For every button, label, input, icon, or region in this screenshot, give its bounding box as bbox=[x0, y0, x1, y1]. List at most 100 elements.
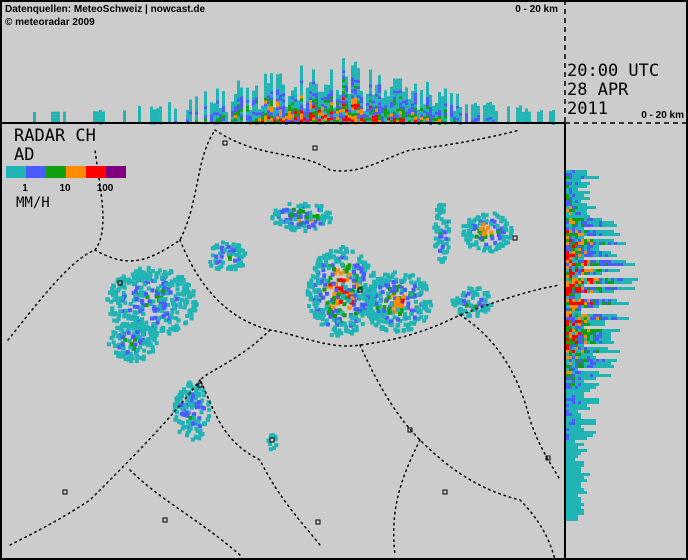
profile-echo bbox=[581, 335, 584, 338]
profile-echo bbox=[150, 106, 153, 110]
profile-echo bbox=[575, 494, 578, 497]
radar-echo bbox=[483, 309, 488, 314]
profile-echo bbox=[339, 97, 342, 101]
radar-echo bbox=[123, 312, 127, 317]
profile-echo bbox=[150, 115, 153, 119]
radar-echo bbox=[462, 298, 466, 303]
profile-echo bbox=[572, 338, 575, 341]
profile-echo bbox=[369, 81, 372, 85]
profile-echo bbox=[252, 117, 255, 121]
profile-echo bbox=[33, 112, 36, 115]
profile-echo bbox=[593, 338, 596, 341]
profile-echo bbox=[566, 200, 569, 203]
profile-echo bbox=[587, 176, 590, 179]
profile-echo bbox=[566, 368, 569, 371]
profile-echo bbox=[578, 230, 581, 233]
profile-echo bbox=[444, 91, 447, 95]
radar-echo bbox=[391, 280, 396, 284]
profile-echo bbox=[240, 114, 243, 118]
profile-echo bbox=[537, 111, 540, 115]
radar-echo bbox=[175, 310, 180, 315]
profile-echo bbox=[608, 317, 611, 320]
radar-echo bbox=[141, 357, 146, 362]
profile-echo bbox=[572, 170, 575, 173]
radar-echo bbox=[144, 303, 149, 308]
profile-echo bbox=[378, 120, 381, 124]
radar-echo bbox=[419, 290, 424, 295]
profile-echo bbox=[596, 338, 599, 341]
profile-echo bbox=[324, 87, 327, 91]
radar-echo bbox=[215, 244, 219, 249]
profile-echo bbox=[593, 320, 596, 323]
profile-echo bbox=[599, 335, 602, 338]
profile-echo bbox=[330, 84, 333, 88]
profile-echo bbox=[596, 374, 599, 377]
profile-echo bbox=[237, 80, 240, 84]
profile-echo bbox=[584, 239, 587, 242]
profile-echo bbox=[590, 254, 593, 257]
radar-echo bbox=[145, 343, 150, 348]
profile-echo bbox=[599, 302, 602, 305]
profile-echo bbox=[578, 383, 581, 386]
radar-echo bbox=[339, 320, 344, 325]
profile-echo bbox=[309, 103, 312, 107]
profile-echo bbox=[581, 365, 584, 368]
radar-echo bbox=[336, 319, 341, 324]
radar-echo bbox=[422, 318, 427, 323]
profile-echo bbox=[590, 422, 593, 425]
profile-echo bbox=[569, 401, 572, 404]
radar-echo bbox=[127, 323, 131, 328]
profile-echo bbox=[608, 314, 611, 317]
profile-echo bbox=[578, 473, 581, 476]
profile-echo bbox=[252, 108, 255, 112]
profile-echo bbox=[569, 233, 572, 236]
radar-echo bbox=[129, 354, 134, 359]
profile-echo bbox=[581, 245, 584, 248]
radar-echo bbox=[385, 320, 390, 325]
profile-echo bbox=[623, 287, 626, 290]
profile-echo bbox=[336, 120, 339, 124]
profile-echo bbox=[593, 290, 596, 293]
radar-echo bbox=[289, 227, 294, 232]
radar-echo bbox=[185, 413, 190, 418]
profile-echo bbox=[507, 106, 510, 110]
profile-echo bbox=[357, 83, 360, 87]
profile-echo bbox=[584, 431, 587, 434]
profile-echo bbox=[575, 194, 578, 197]
radar-echo bbox=[375, 306, 380, 310]
profile-echo bbox=[330, 96, 333, 100]
radar-echo bbox=[390, 310, 395, 315]
profile-echo bbox=[578, 353, 581, 356]
profile-echo bbox=[483, 111, 486, 115]
radar-echo bbox=[168, 290, 173, 295]
radar-echo bbox=[138, 345, 143, 350]
profile-echo bbox=[584, 299, 587, 302]
radar-echo bbox=[275, 212, 280, 217]
radar-echo bbox=[304, 211, 309, 216]
profile-echo bbox=[578, 206, 581, 209]
profile-echo bbox=[578, 497, 581, 500]
profile-echo bbox=[566, 479, 569, 482]
profile-echo bbox=[300, 119, 303, 123]
radar-echo bbox=[360, 260, 364, 265]
profile-echo bbox=[357, 68, 360, 72]
radar-echo bbox=[382, 312, 387, 317]
profile-echo bbox=[150, 109, 153, 113]
radar-echo bbox=[129, 279, 134, 284]
radar-echo bbox=[400, 303, 405, 308]
profile-echo bbox=[566, 257, 569, 260]
profile-echo bbox=[632, 287, 635, 290]
profile-echo bbox=[605, 263, 608, 266]
profile-echo bbox=[345, 94, 348, 98]
radar-echo bbox=[193, 396, 198, 401]
profile-echo bbox=[330, 111, 333, 115]
profile-echo bbox=[569, 431, 572, 434]
radar-echo bbox=[444, 250, 448, 255]
profile-echo bbox=[507, 109, 510, 113]
profile-echo bbox=[387, 120, 390, 124]
profile-echo bbox=[611, 239, 614, 242]
profile-echo bbox=[572, 479, 575, 482]
radar-echo bbox=[344, 295, 349, 300]
profile-echo bbox=[348, 115, 351, 119]
